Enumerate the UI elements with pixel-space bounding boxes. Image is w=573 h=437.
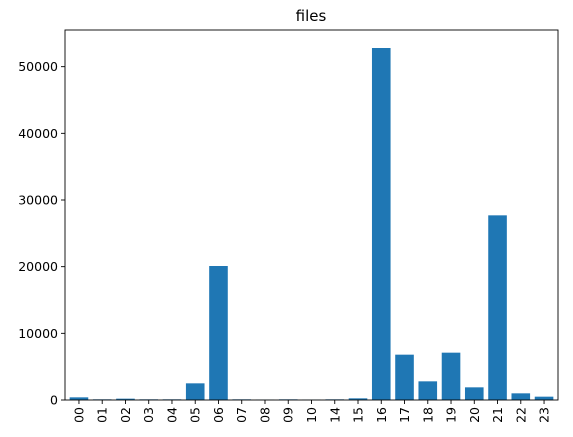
- x-tick-label-05: 05: [188, 407, 203, 423]
- x-tick-label-20: 20: [467, 407, 482, 423]
- bar-17: [395, 354, 414, 400]
- x-tick-label-21: 21: [490, 407, 505, 423]
- bar-06: [209, 266, 228, 400]
- plot-frame: [64, 29, 559, 401]
- y-tick-label: 50000: [18, 59, 58, 74]
- x-axis: 00 01 02 03 04 05 06 07 08 09 10 14 15 16 17 18 19 20 21 22…: [71, 400, 552, 423]
- x-tick-label-09: 09: [281, 407, 296, 423]
- x-tick-label-10: 10: [304, 407, 319, 423]
- bar-20: [464, 387, 484, 400]
- x-tick-label-22: 22: [513, 407, 528, 423]
- bar-15: [348, 398, 368, 400]
- bar-00: [69, 397, 89, 400]
- x-tick-label-01: 01: [95, 407, 110, 423]
- x-tick-label-14: 14: [327, 407, 342, 423]
- bar-23: [534, 396, 554, 400]
- y-tick-label: 10000: [18, 326, 58, 341]
- x-tick-label-06: 06: [211, 407, 226, 423]
- x-tick-label-04: 04: [164, 407, 179, 423]
- bar-16: [371, 48, 391, 400]
- x-tick-label-08: 08: [257, 407, 272, 423]
- x-tick-label-16: 16: [374, 407, 389, 423]
- y-tick-label: 30000: [18, 193, 58, 208]
- x-tick-label-15: 15: [351, 407, 366, 423]
- x-tick-label-18: 18: [420, 407, 435, 423]
- x-tick-label-19: 19: [444, 407, 459, 423]
- y-tick-label: 0: [50, 393, 58, 408]
- bar-19: [441, 352, 461, 400]
- bar-21: [488, 215, 507, 400]
- x-tick-label-00: 00: [71, 407, 86, 423]
- bar-22: [511, 393, 531, 400]
- x-tick-label-02: 02: [118, 407, 133, 423]
- x-tick-label-17: 17: [397, 407, 412, 423]
- bars: [69, 48, 554, 400]
- bar-18: [418, 381, 438, 400]
- chart-title: files: [296, 7, 327, 25]
- y-axis: 0 10000 20000 30000 40000 50000: [18, 59, 65, 408]
- y-tick-label: 40000: [18, 126, 58, 141]
- y-tick-label: 20000: [18, 259, 58, 274]
- bar-02: [116, 398, 135, 400]
- x-tick-label-07: 07: [234, 407, 249, 423]
- bar-05: [185, 383, 205, 400]
- x-tick-label-03: 03: [141, 407, 156, 423]
- x-tick-label-23: 23: [537, 407, 552, 423]
